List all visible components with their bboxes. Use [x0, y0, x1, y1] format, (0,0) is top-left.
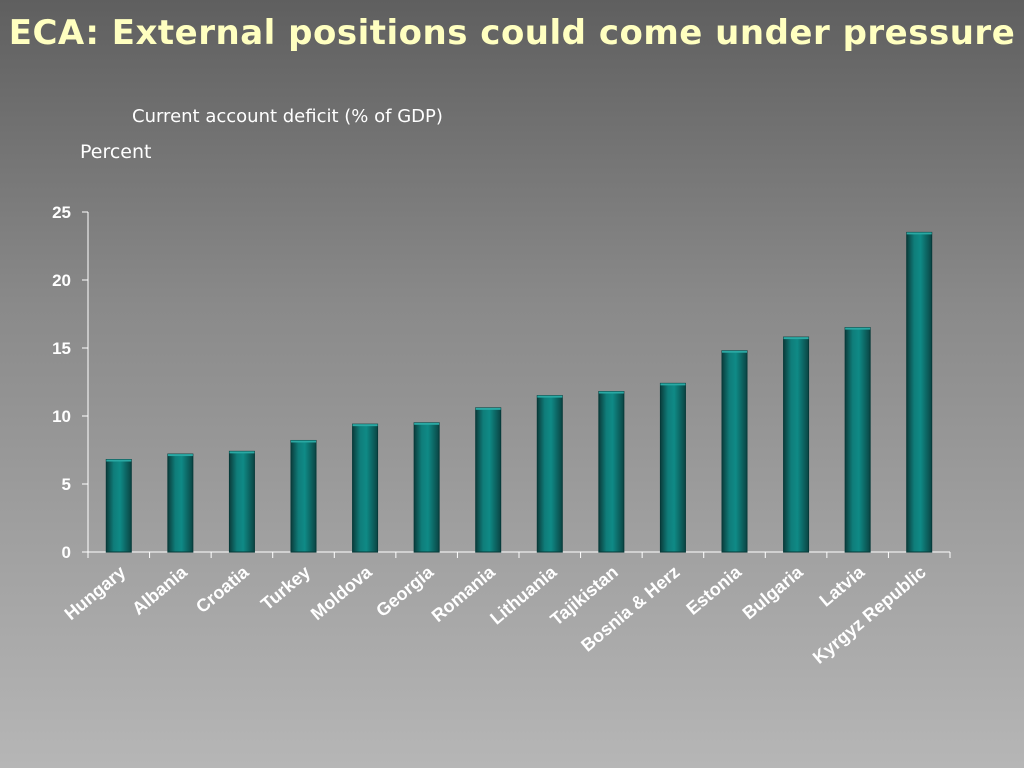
bar-moldova [352, 423, 379, 553]
bar-bulgaria [783, 336, 810, 553]
bar-top-highlight [167, 454, 193, 457]
bar-top-highlight [660, 383, 686, 386]
bar-top-highlight [906, 232, 932, 235]
chart-axes [82, 211, 951, 558]
bar-hungary [105, 459, 132, 553]
y-tick-label: 5 [62, 475, 71, 494]
bar-top-highlight [845, 327, 871, 330]
bar-bosnia-herz [659, 382, 686, 553]
bar-kyrgyz-republic [906, 231, 933, 553]
y-tick-label: 15 [52, 339, 71, 358]
bar-top-highlight [722, 350, 747, 353]
chart-subtitle: Current account deficit (% of GDP) [132, 106, 443, 127]
bar-top-highlight [291, 440, 316, 443]
y-tick-label: 10 [52, 407, 71, 426]
bar-top-highlight [783, 337, 809, 340]
bar-top-highlight [537, 395, 563, 398]
x-category-label: Turkey [257, 562, 314, 614]
x-category-label: Albania [128, 561, 191, 619]
x-category-label: Latvia [816, 561, 869, 610]
bar-top-highlight [414, 422, 440, 425]
x-category-label: Estonia [682, 561, 745, 619]
x-category-label: Moldova [307, 561, 377, 624]
chart-bars [105, 231, 933, 553]
bar-top-highlight [106, 459, 132, 462]
bar-romania [475, 407, 502, 553]
x-category-label: Croatia [192, 561, 253, 617]
bar-top-highlight [352, 424, 378, 427]
x-category-label: Kyrgyz Republic [809, 562, 930, 668]
x-category-label: Hungary [61, 562, 130, 624]
slide-title: ECA: External positions could come under… [8, 13, 1016, 53]
bar-top-highlight [598, 391, 624, 394]
bar-top-highlight [475, 407, 501, 410]
bar-lithuania [536, 395, 563, 553]
x-category-label: Bulgaria [739, 561, 808, 623]
y-tick-label: 25 [52, 203, 71, 222]
bar-top-highlight [229, 451, 255, 454]
y-axis-unit-label: Percent [80, 141, 152, 163]
y-tick-label: 20 [52, 271, 71, 290]
bar-estonia [721, 350, 748, 553]
y-tick-label: 0 [62, 543, 71, 562]
bar-turkey [290, 439, 317, 553]
bar-tajikistan [598, 391, 625, 553]
bar-albania [167, 453, 194, 553]
bar-croatia [228, 450, 255, 553]
bar-latvia [844, 327, 871, 553]
bar-georgia [413, 422, 440, 553]
